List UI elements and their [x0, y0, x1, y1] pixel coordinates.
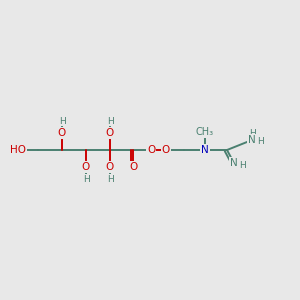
Text: H: H [106, 175, 113, 184]
Text: H: H [58, 116, 65, 125]
Text: CH₃: CH₃ [196, 127, 214, 137]
Text: O: O [129, 162, 137, 172]
Text: O: O [58, 128, 66, 138]
Text: O: O [106, 162, 114, 172]
Text: H: H [82, 175, 89, 184]
Text: H: H [106, 116, 113, 125]
Text: H: H [249, 128, 255, 137]
Text: HO: HO [10, 145, 26, 155]
Text: H: H [240, 160, 246, 169]
Text: N: N [230, 158, 238, 168]
Text: O: O [106, 128, 114, 138]
Text: O: O [82, 162, 90, 172]
Text: N: N [248, 135, 256, 145]
Text: N: N [201, 145, 209, 155]
Text: O: O [162, 145, 170, 155]
Text: O: O [147, 145, 155, 155]
Text: H: H [256, 137, 263, 146]
